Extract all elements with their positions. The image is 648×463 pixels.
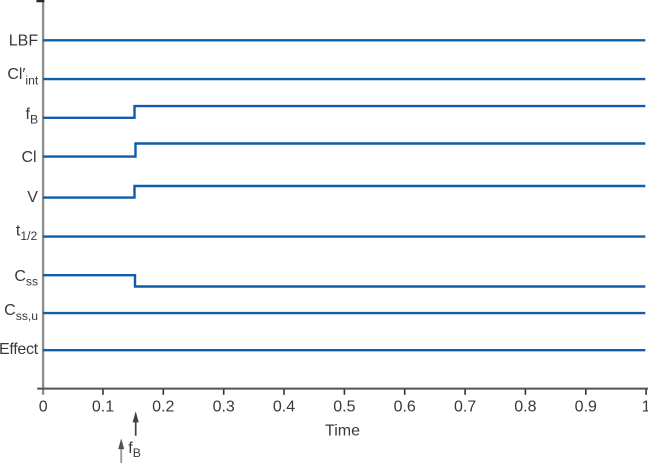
svg-text:Time: Time xyxy=(325,423,360,440)
svg-text:0: 0 xyxy=(39,399,48,416)
svg-text:LBF: LBF xyxy=(9,33,39,50)
svg-text:1: 1 xyxy=(642,399,648,416)
svg-text:0.9: 0.9 xyxy=(575,399,597,416)
svg-text:0.2: 0.2 xyxy=(152,399,174,416)
svg-text:0.8: 0.8 xyxy=(514,399,536,416)
svg-text:0.6: 0.6 xyxy=(394,399,416,416)
svg-text:0.7: 0.7 xyxy=(454,399,476,416)
svg-text:Effect: Effect xyxy=(0,341,39,358)
svg-text:Cl: Cl xyxy=(21,149,36,166)
svg-text:0.1: 0.1 xyxy=(92,399,114,416)
svg-text:0.4: 0.4 xyxy=(273,399,295,416)
svg-text:V: V xyxy=(27,189,38,206)
svg-text:0.3: 0.3 xyxy=(213,399,235,416)
svg-text:0.5: 0.5 xyxy=(333,399,355,416)
